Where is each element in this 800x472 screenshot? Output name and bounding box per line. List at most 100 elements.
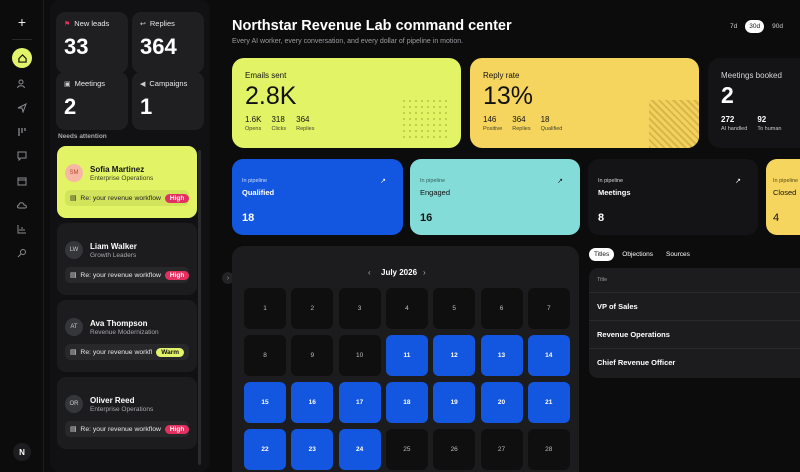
calendar-day[interactable]: 23 — [291, 429, 334, 470]
calendar-day[interactable]: 3 — [338, 288, 381, 329]
stat-value: 2 — [64, 94, 77, 119]
stage-meetings[interactable]: In pipeline Meetings 8 ↗ — [588, 159, 758, 235]
kpi-emails-sent[interactable]: Emails sent 2.8K 1.6K Opens 318 Clicks 364… — [232, 58, 461, 148]
calendar-day[interactable]: 14 — [527, 335, 570, 376]
calendar-day[interactable]: 4 — [385, 288, 428, 329]
send-icon[interactable] — [12, 98, 32, 118]
calendar-month: July 2026 — [381, 268, 418, 277]
hatch-pattern — [649, 100, 699, 148]
table-row[interactable]: Chief Revenue Officer — [589, 348, 800, 376]
lead-thread[interactable]: ▤ Re: your revenue workflow High — [65, 421, 189, 437]
calendar-day[interactable]: 13 — [480, 335, 523, 376]
calendar-icon[interactable] — [12, 171, 32, 191]
calendar-day[interactable]: 22 — [244, 429, 286, 470]
chart-icon[interactable] — [12, 219, 32, 239]
kpi-sub-value: 18 — [540, 115, 550, 124]
kpi-sub-value: 364 — [512, 115, 526, 124]
stat-meetings[interactable]: ▣ Meetings 2 — [56, 72, 128, 130]
stage-name: Qualified — [242, 188, 275, 197]
thread-subject: Re: your revenue workfl — [80, 348, 153, 356]
pipeline-icon[interactable] — [12, 122, 32, 142]
calendar-day[interactable]: 7 — [527, 288, 570, 329]
stage-engaged[interactable]: In pipeline Engaged 16 ↗ — [410, 159, 580, 235]
kpi-meetings-booked[interactable]: Meetings booked 2 272 AI handled 92 To hum… — [708, 58, 800, 148]
stat-replies[interactable]: ↩ Replies 364 — [132, 12, 204, 73]
calendar-day[interactable]: 20 — [480, 382, 523, 423]
document-icon: ▤ — [70, 272, 77, 279]
avatar: SM — [65, 164, 83, 182]
chat-icon[interactable] — [12, 146, 32, 166]
collapse-icon[interactable]: › — [222, 272, 234, 284]
search-icon[interactable] — [12, 243, 32, 263]
lead-card[interactable]: SM Sofia Martinez Enterprise Operations ▤… — [57, 146, 197, 218]
left-panel: ⚑ New leads 33 ↩ Replies 364 ▣ Meetings 2 ◀… — [50, 0, 210, 472]
calendar-day[interactable]: 17 — [338, 382, 381, 423]
scrollbar[interactable] — [198, 150, 201, 465]
kpi-sub-value: 272 — [721, 115, 735, 124]
kpi-sub-label: To human — [757, 126, 782, 132]
table-tabs: Titles Objections Sources — [589, 248, 695, 261]
range-90d[interactable]: 90d — [772, 23, 783, 30]
calendar-day[interactable]: 5 — [433, 288, 476, 329]
lead-thread[interactable]: ▤ Re: your revenue workflow High — [65, 190, 189, 206]
lead-card[interactable]: OR Oliver Reed Enterprise Operations ▤ Re:… — [57, 377, 197, 449]
calendar-day[interactable]: 10 — [338, 335, 381, 376]
lead-thread[interactable]: ▤ Re: your revenue workflow High — [65, 267, 189, 283]
stage-count: 4 — [773, 212, 780, 224]
lead-role: Enterprise Operations — [90, 174, 154, 182]
stage-prefix: In pipeline — [420, 178, 446, 184]
calendar-day[interactable]: 1 — [244, 288, 286, 329]
kpi-reply-rate[interactable]: Reply rate 13% 146 Positive 364 Replies 18… — [470, 58, 699, 148]
lead-role: Revenue Modernization — [90, 328, 159, 336]
stage-closed[interactable]: In pipeline Closed 4 — [766, 159, 800, 235]
brand-logo[interactable]: N — [13, 443, 31, 461]
arrow-up-right-icon: ↗ — [735, 178, 741, 185]
cloud-icon[interactable] — [12, 195, 32, 215]
range-30d[interactable]: 30d — [745, 20, 765, 33]
avatar: LW — [65, 241, 83, 259]
stage-prefix: In pipeline — [242, 178, 268, 184]
calendar-day[interactable]: 9 — [291, 335, 334, 376]
megaphone-icon: ◀ — [140, 80, 146, 88]
stage-qualified[interactable]: In pipeline Qualified 18 ↗ — [232, 159, 403, 235]
priority-badge: High — [164, 270, 189, 280]
home-icon[interactable] — [12, 48, 32, 68]
tab-titles[interactable]: Titles — [589, 248, 615, 261]
calendar-day[interactable]: 8 — [244, 335, 286, 376]
lead-thread[interactable]: ▤ Re: your revenue workfl Warm — [65, 344, 189, 360]
table-row[interactable]: VP of Sales — [589, 292, 800, 320]
tab-objections[interactable]: Objections — [622, 251, 654, 258]
calendar-day[interactable]: 18 — [385, 382, 428, 423]
calendar-day[interactable]: 11 — [385, 335, 428, 376]
stat-value: 33 — [64, 34, 89, 59]
calendar-day[interactable]: 24 — [338, 429, 381, 470]
calendar-day[interactable]: 16 — [291, 382, 334, 423]
stage-prefix: In pipeline — [773, 178, 799, 184]
chevron-left-icon[interactable]: ‹ — [368, 268, 371, 277]
calendar-day[interactable]: 15 — [244, 382, 286, 423]
stat-campaigns[interactable]: ◀ Campaigns 1 — [132, 72, 204, 130]
lead-card[interactable]: LW Liam Walker Growth Leaders ▤ Re: your r… — [57, 223, 197, 295]
kpi-value: 2.8K — [245, 82, 297, 110]
calendar-day[interactable]: 19 — [433, 382, 476, 423]
stat-new-leads[interactable]: ⚑ New leads 33 — [56, 12, 128, 73]
flag-icon: ⚑ — [64, 20, 71, 28]
calendar-day[interactable]: 27 — [480, 429, 523, 470]
calendar-day[interactable]: 6 — [480, 288, 523, 329]
chevron-right-icon[interactable]: › — [423, 268, 426, 277]
calendar-day[interactable]: 21 — [527, 382, 570, 423]
users-icon[interactable] — [12, 74, 32, 94]
calendar-day[interactable]: 25 — [385, 429, 428, 470]
calendar-day[interactable]: 2 — [291, 288, 334, 329]
table-row[interactable]: Revenue Operations — [589, 320, 800, 348]
range-7d[interactable]: 7d — [730, 23, 738, 30]
calendar-day[interactable]: 28 — [527, 429, 570, 470]
add-icon[interactable]: + — [17, 14, 27, 30]
calendar-day[interactable]: 12 — [433, 335, 476, 376]
lead-card[interactable]: AT Ava Thompson Revenue Modernization ▤ Re… — [57, 300, 197, 372]
kpi-sub-label: Clicks — [271, 126, 287, 132]
rail-divider — [12, 39, 32, 40]
tab-sources[interactable]: Sources — [666, 251, 690, 258]
calendar-day[interactable]: 26 — [433, 429, 476, 470]
kpi-sub-label: Opens — [245, 126, 262, 132]
